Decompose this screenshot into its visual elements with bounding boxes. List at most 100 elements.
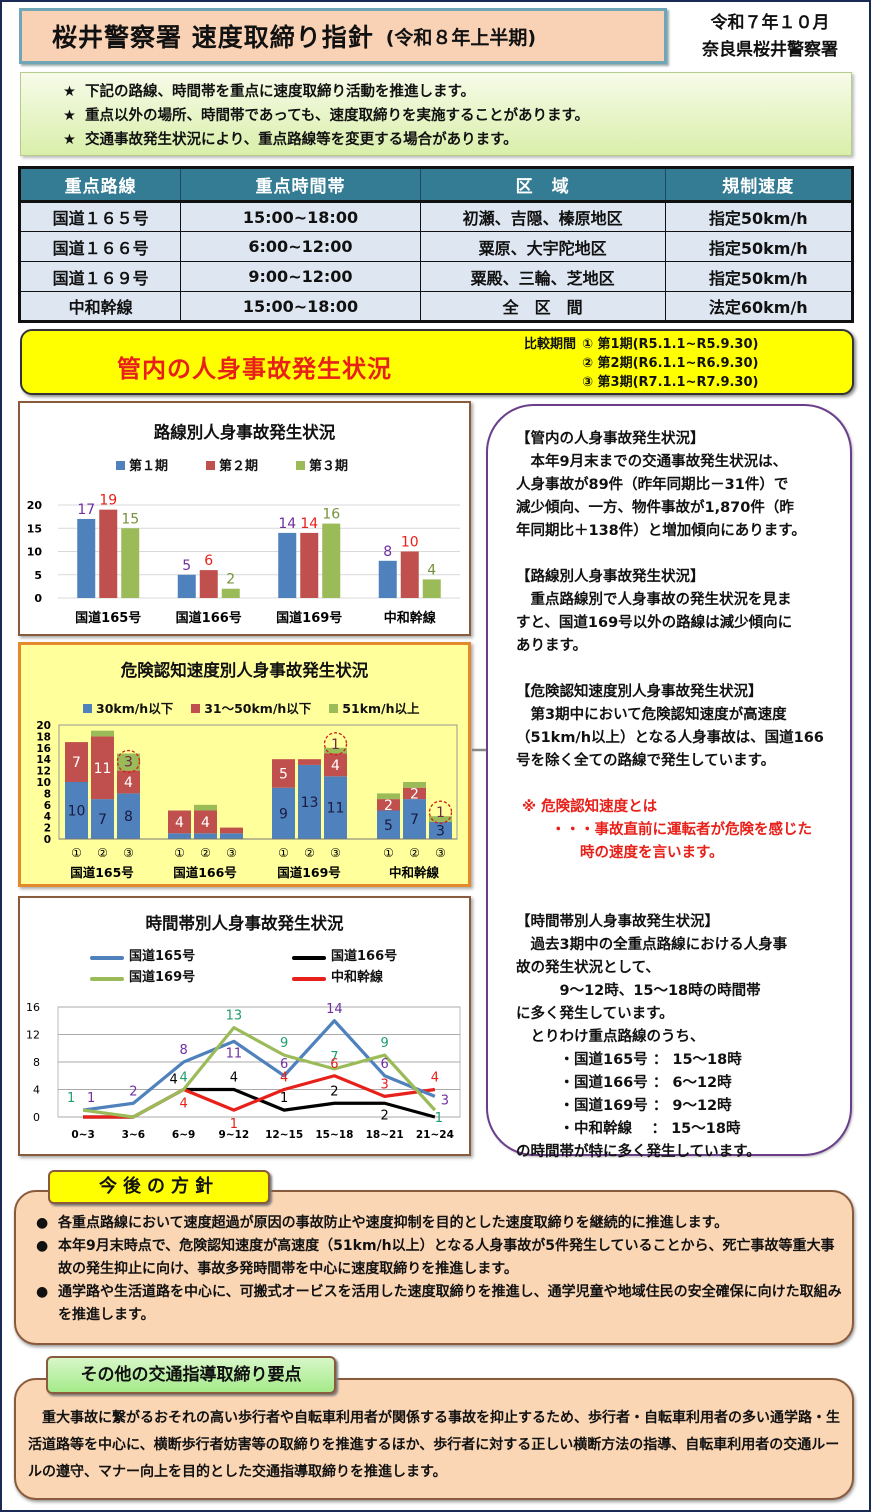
table-row: 中和幹線 15:00~18:00 全 区 間 法定60km/h bbox=[18, 291, 854, 322]
svg-text:4: 4 bbox=[175, 815, 184, 831]
legend-item: 国道169号 bbox=[90, 966, 195, 985]
svg-text:2: 2 bbox=[384, 798, 393, 814]
svg-text:国道165号: 国道165号 bbox=[75, 610, 141, 626]
chart-title: 危険認知速度別人身事故発生状況 bbox=[120, 661, 369, 680]
svg-text:4: 4 bbox=[124, 775, 133, 791]
legend-item: 国道165号 bbox=[90, 945, 195, 964]
circle-bullet-icon: ● bbox=[36, 1284, 49, 1300]
svg-text:国道166号: 国道166号 bbox=[173, 865, 237, 880]
svg-text:18~21: 18~21 bbox=[366, 1129, 404, 1141]
svg-text:20: 20 bbox=[36, 720, 51, 732]
svg-text:中和幹線: 中和幹線 bbox=[384, 610, 437, 626]
svg-text:1: 1 bbox=[67, 1091, 75, 1106]
svg-text:7: 7 bbox=[330, 1050, 338, 1065]
svg-text:4: 4 bbox=[427, 562, 436, 578]
svg-text:21~24: 21~24 bbox=[416, 1129, 454, 1141]
speed-accidents-chart: 危険認知速度別人身事故発生状況 30km/h以下 31～50km/h以下 51k… bbox=[18, 642, 471, 887]
svg-text:1: 1 bbox=[435, 1111, 443, 1126]
chart-legend: 国道165号 bbox=[90, 945, 195, 964]
periods-label: 比較期間 bbox=[523, 337, 576, 352]
legend-item: 30km/h以下 bbox=[83, 698, 173, 717]
legend-swatch-icon bbox=[206, 461, 216, 470]
svg-text:②: ② bbox=[409, 846, 420, 860]
svg-text:11: 11 bbox=[94, 761, 112, 777]
svg-text:15: 15 bbox=[27, 522, 42, 535]
notice-line: ★ 下記の路線、時間帯を重点に速度取締り活動を推進します。 bbox=[63, 80, 851, 104]
commentary-section-time: 【時間帯別人身事故発生状況】 過去3期中の全重点路線における人身事 故の発生状況… bbox=[516, 911, 850, 1164]
legend-swatch-icon bbox=[191, 704, 201, 713]
issue-date: 令和７年１０月 bbox=[710, 13, 830, 33]
table-header-row: 重点路線 重点時間帯 区 域 規制速度 bbox=[19, 167, 854, 203]
policy-tab-label: 今後の方針 bbox=[48, 1170, 270, 1204]
comparison-periods: 比較期間 ① 第1期(R5.1.1~R5.9.30) ② 第2期(R6.1.1~R… bbox=[512, 335, 758, 392]
legend-item: 国道166号 bbox=[292, 945, 397, 964]
svg-text:12~15: 12~15 bbox=[265, 1129, 303, 1141]
svg-text:16: 16 bbox=[322, 507, 340, 523]
svg-text:4: 4 bbox=[169, 1073, 177, 1088]
legend-line-icon bbox=[90, 977, 124, 981]
chart-title: 路線別人身事故発生状況 bbox=[153, 423, 336, 442]
svg-text:4: 4 bbox=[179, 1097, 187, 1112]
legend-swatch-icon bbox=[116, 461, 125, 470]
table-row: 国道１６６号 6:00~12:00 粟原、大宇陀地区 指定50km/h bbox=[18, 231, 854, 262]
route-accidents-chart: 路線別人身事故発生状況 第１期 第２期 第３期 0 5 10 15 20 17 19 15 国道… bbox=[18, 401, 471, 636]
legend-line-icon bbox=[292, 956, 326, 960]
svg-text:4: 4 bbox=[44, 811, 51, 823]
svg-text:0: 0 bbox=[33, 1111, 40, 1124]
table-row: 国道１６９号 9:00~12:00 粟殿、三輪、芝地区 指定50km/h bbox=[18, 261, 854, 292]
svg-text:16: 16 bbox=[26, 1001, 40, 1014]
svg-text:4: 4 bbox=[179, 1071, 187, 1086]
svg-text:8: 8 bbox=[33, 1056, 40, 1069]
svg-text:10: 10 bbox=[401, 535, 419, 551]
chart-legend: 第１期 第２期 第３期 bbox=[116, 455, 348, 474]
svg-text:9: 9 bbox=[280, 1036, 288, 1051]
priority-routes-table: 重点路線 重点時間帯 区 域 規制速度 国道１６５号 15:00~18:00 初… bbox=[18, 166, 854, 323]
page-title: 桜井警察署 速度取締り指針 bbox=[52, 23, 374, 52]
svg-text:国道166号: 国道166号 bbox=[176, 610, 242, 626]
svg-text:3: 3 bbox=[436, 823, 445, 839]
svg-text:11: 11 bbox=[226, 1046, 243, 1061]
svg-text:7: 7 bbox=[72, 755, 81, 771]
svg-text:4: 4 bbox=[431, 1071, 439, 1086]
legend-swatch-icon bbox=[296, 461, 306, 470]
cell-speed: 法定60km/h bbox=[664, 291, 854, 322]
cell-area: 初瀬、吉隠、榛原地区 bbox=[419, 201, 666, 232]
svg-text:8: 8 bbox=[383, 544, 392, 560]
svg-text:8: 8 bbox=[179, 1043, 187, 1058]
svg-text:14: 14 bbox=[300, 516, 318, 532]
svg-text:3~6: 3~6 bbox=[122, 1129, 145, 1141]
cell-area: 粟原、大宇陀地区 bbox=[419, 231, 666, 262]
star-icon: ★ bbox=[63, 132, 76, 148]
legend-line-icon bbox=[292, 977, 326, 981]
policy-item: ● 通学路や生活道路を中心に、可搬式オービスを活用した速度取締りを推進し、通学児童… bbox=[36, 1281, 844, 1327]
svg-text:2: 2 bbox=[330, 1084, 338, 1099]
legend-item: 第３期 bbox=[296, 455, 348, 474]
column-header: 重点路線 bbox=[19, 167, 182, 203]
svg-text:①: ① bbox=[278, 846, 289, 860]
svg-text:1: 1 bbox=[87, 1091, 95, 1106]
svg-text:0: 0 bbox=[34, 592, 42, 605]
svg-text:2: 2 bbox=[380, 1108, 388, 1123]
issue-info: 令和７年１０月 奈良県桜井警察署 bbox=[680, 10, 860, 64]
svg-text:2: 2 bbox=[410, 786, 419, 802]
svg-text:5: 5 bbox=[384, 818, 393, 834]
svg-text:③: ③ bbox=[435, 846, 446, 860]
svg-text:4: 4 bbox=[280, 1071, 288, 1086]
page-subtitle: (令和８年上半期) bbox=[385, 26, 537, 49]
commentary-section-speed: 【危険認知速度別人身事故発生状況】 第3期中において危険認知速度が高速度 （51… bbox=[516, 681, 850, 773]
column-header: 規制速度 bbox=[665, 167, 854, 203]
svg-text:14: 14 bbox=[36, 754, 51, 766]
svg-text:3: 3 bbox=[380, 1077, 388, 1092]
commentary-section-route: 【路線別人身事故発生状況】 重点路線別で人身事故の発生状況を見ま すと、国道16… bbox=[516, 566, 850, 658]
title-box: 桜井警察署 速度取締り指針 (令和８年上半期) bbox=[19, 8, 667, 64]
legend-item: 第２期 bbox=[206, 455, 258, 474]
notice-box: ★ 下記の路線、時間帯を重点に速度取締り活動を推進します。 ★ 重点以外の場所、時間… bbox=[20, 72, 852, 156]
svg-text:国道169号: 国道169号 bbox=[276, 610, 342, 626]
circle-bullet-icon: ● bbox=[36, 1215, 49, 1231]
cell-time: 6:00~12:00 bbox=[180, 231, 421, 262]
other-tab-label: その他の交通指導取締り要点 bbox=[46, 1356, 336, 1394]
cell-time: 15:00~18:00 bbox=[180, 291, 421, 322]
cell-route: 中和幹線 bbox=[18, 291, 182, 322]
svg-text:9: 9 bbox=[279, 806, 288, 822]
